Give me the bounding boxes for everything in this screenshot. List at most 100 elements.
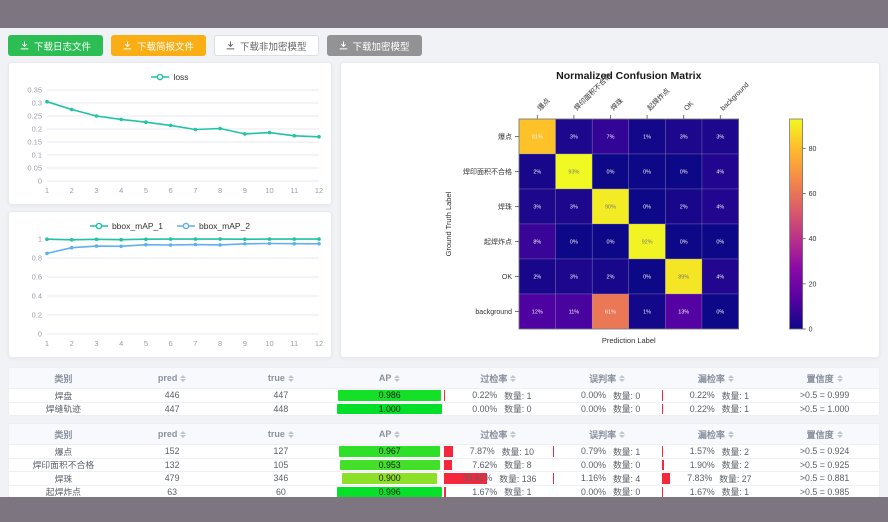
sort-icon[interactable] — [727, 374, 734, 382]
column-header-label: true — [267, 429, 285, 439]
svg-text:60: 60 — [809, 191, 817, 198]
column-header-1[interactable]: pred — [118, 424, 227, 444]
column-header-4[interactable]: 过检率 — [444, 424, 553, 444]
column-header-1[interactable]: pred — [118, 368, 227, 388]
column-header-7[interactable]: 置信度 — [770, 424, 879, 444]
toolbar: 下载日志文件 下载简报文件 下载非加密模型 下载加密模型 — [8, 35, 880, 56]
sort-icon[interactable] — [510, 430, 517, 438]
cell-pred: 479 — [164, 473, 180, 484]
cell-confidence: >0.5 = 0.924 — [799, 446, 850, 457]
loss-chart-card: loss 0 0.05 0.1 0.15 0.2 0.25 0.3 0.35 1 2 3 4 5 6 7 8 9… — [8, 62, 332, 205]
table-header-row: 类别 pred true AP 过检率 误判率 漏检率 置信度 — [9, 424, 879, 444]
cell-class: 焊珠 — [54, 473, 73, 484]
rate-percent: 1.67% — [472, 486, 498, 497]
table-header-row: 类别 pred true AP 过检率 误判率 漏检率 置信度 — [9, 368, 879, 388]
sort-icon[interactable] — [727, 430, 734, 438]
column-header-label: 置信度 — [806, 429, 834, 440]
svg-text:11: 11 — [290, 339, 298, 348]
legend-label: loss — [173, 71, 189, 82]
left-column: loss 0 0.05 0.1 0.15 0.2 0.25 0.3 0.35 1 2 3 4 5 6 7 8 9… — [8, 62, 332, 358]
svg-text:92%: 92% — [642, 240, 653, 246]
sort-icon[interactable] — [180, 430, 187, 438]
rate-count: 数量: 136 — [499, 473, 537, 484]
svg-text:1%: 1% — [643, 310, 651, 316]
cell-overdetect-rate: 7.87% 数量: 10 — [444, 445, 553, 458]
column-header-3[interactable]: AP — [335, 368, 444, 388]
column-header-6[interactable]: 漏检率 — [662, 424, 771, 444]
svg-text:焊珠: 焊珠 — [609, 96, 625, 112]
rate-bar — [444, 473, 487, 484]
metrics-table-1: 类别 pred true AP 过检率 误判率 漏检率 置信度 爆点 152 127 0.967 7.8… — [8, 423, 880, 497]
svg-text:0%: 0% — [716, 310, 724, 316]
download-icon — [123, 41, 132, 50]
download-button-2[interactable]: 下载非加密模型 — [214, 35, 319, 56]
sort-icon[interactable] — [836, 374, 843, 382]
legend-item-loss[interactable]: loss — [151, 70, 189, 83]
column-header-0: 类别 — [9, 368, 118, 388]
svg-text:焊印面积不合格: 焊印面积不合格 — [463, 167, 512, 176]
legend-item-bbox_mAP_2[interactable]: bbox_mAP_2 — [177, 219, 250, 232]
column-header-5[interactable]: 误判率 — [553, 368, 662, 388]
cell-miss-rate: 1.90% 数量: 2 — [661, 459, 771, 472]
sort-icon[interactable] — [619, 430, 626, 438]
download-button-1[interactable]: 下载简报文件 — [111, 35, 207, 56]
svg-text:1: 1 — [38, 235, 42, 244]
column-header-5[interactable]: 误判率 — [553, 424, 662, 444]
column-header-2[interactable]: true — [227, 368, 336, 388]
column-header-0: 类别 — [9, 424, 118, 444]
button-label: 下载非加密模型 — [240, 41, 307, 53]
rate-count: 数量: 0 — [612, 404, 641, 415]
svg-text:2: 2 — [70, 186, 74, 195]
bottom-strip — [0, 497, 888, 522]
sort-icon[interactable] — [180, 374, 187, 382]
svg-text:0.05: 0.05 — [27, 164, 42, 173]
svg-text:3: 3 — [94, 339, 98, 348]
download-icon — [339, 41, 347, 50]
svg-text:90%: 90% — [605, 205, 616, 211]
cell-true: 447 — [273, 390, 289, 401]
rate-count: 数量: 1 — [612, 446, 641, 457]
column-header-2[interactable]: true — [227, 424, 336, 444]
cell-true: 127 — [273, 446, 289, 457]
sort-icon[interactable] — [394, 430, 401, 438]
rate-count: 数量: 8 — [504, 460, 532, 471]
column-header-label: 误判率 — [589, 373, 617, 384]
svg-text:0%: 0% — [570, 240, 578, 246]
svg-text:OK: OK — [683, 100, 695, 112]
legend-marker-icon — [151, 73, 170, 80]
svg-text:6: 6 — [169, 339, 173, 348]
column-header-label: 类别 — [54, 373, 73, 384]
svg-text:3: 3 — [94, 186, 98, 195]
column-header-label: 类别 — [54, 429, 73, 440]
button-label: 下载日志文件 — [34, 41, 92, 53]
cell-class: 起焊炸点 — [45, 487, 81, 497]
column-header-label: 误判率 — [589, 429, 617, 440]
column-header-label: pred — [157, 373, 178, 383]
svg-text:1: 1 — [45, 186, 49, 195]
confusion-matrix-chart: Normalized Confusion Matrix 81% 3% 7% 1% 3% 3%… — [341, 63, 879, 361]
button-label: 下载简报文件 — [137, 41, 195, 53]
column-header-4[interactable]: 过检率 — [444, 368, 553, 388]
download-icon — [20, 41, 29, 50]
legend-label: bbox_mAP_2 — [199, 220, 251, 231]
sort-icon[interactable] — [394, 374, 401, 382]
sort-icon[interactable] — [287, 374, 294, 382]
svg-text:3%: 3% — [570, 275, 578, 281]
column-header-7[interactable]: 置信度 — [770, 368, 879, 388]
column-header-label: AP — [378, 429, 392, 439]
svg-text:起焊炸点: 起焊炸点 — [645, 86, 671, 112]
sort-icon[interactable] — [619, 374, 626, 382]
svg-text:4: 4 — [119, 186, 123, 195]
sort-icon[interactable] — [510, 374, 517, 382]
column-header-3[interactable]: AP — [335, 424, 444, 444]
cell-true: 448 — [273, 403, 289, 414]
column-header-6[interactable]: 漏检率 — [662, 368, 771, 388]
legend-item-bbox_mAP_1[interactable]: bbox_mAP_1 — [89, 219, 163, 232]
sort-icon[interactable] — [836, 430, 843, 438]
sort-icon[interactable] — [287, 430, 294, 438]
map-line-chart: 0 0.2 0.4 0.6 0.8 1 1 2 3 4 5 6 7 8 9 10 11 12 — [9, 232, 331, 359]
download-button-0[interactable]: 下载日志文件 — [8, 35, 104, 56]
download-button-3[interactable]: 下载加密模型 — [326, 35, 422, 56]
cell-overdetect-rate: 1.67% 数量: 1 — [444, 486, 553, 497]
svg-text:20: 20 — [809, 281, 817, 288]
